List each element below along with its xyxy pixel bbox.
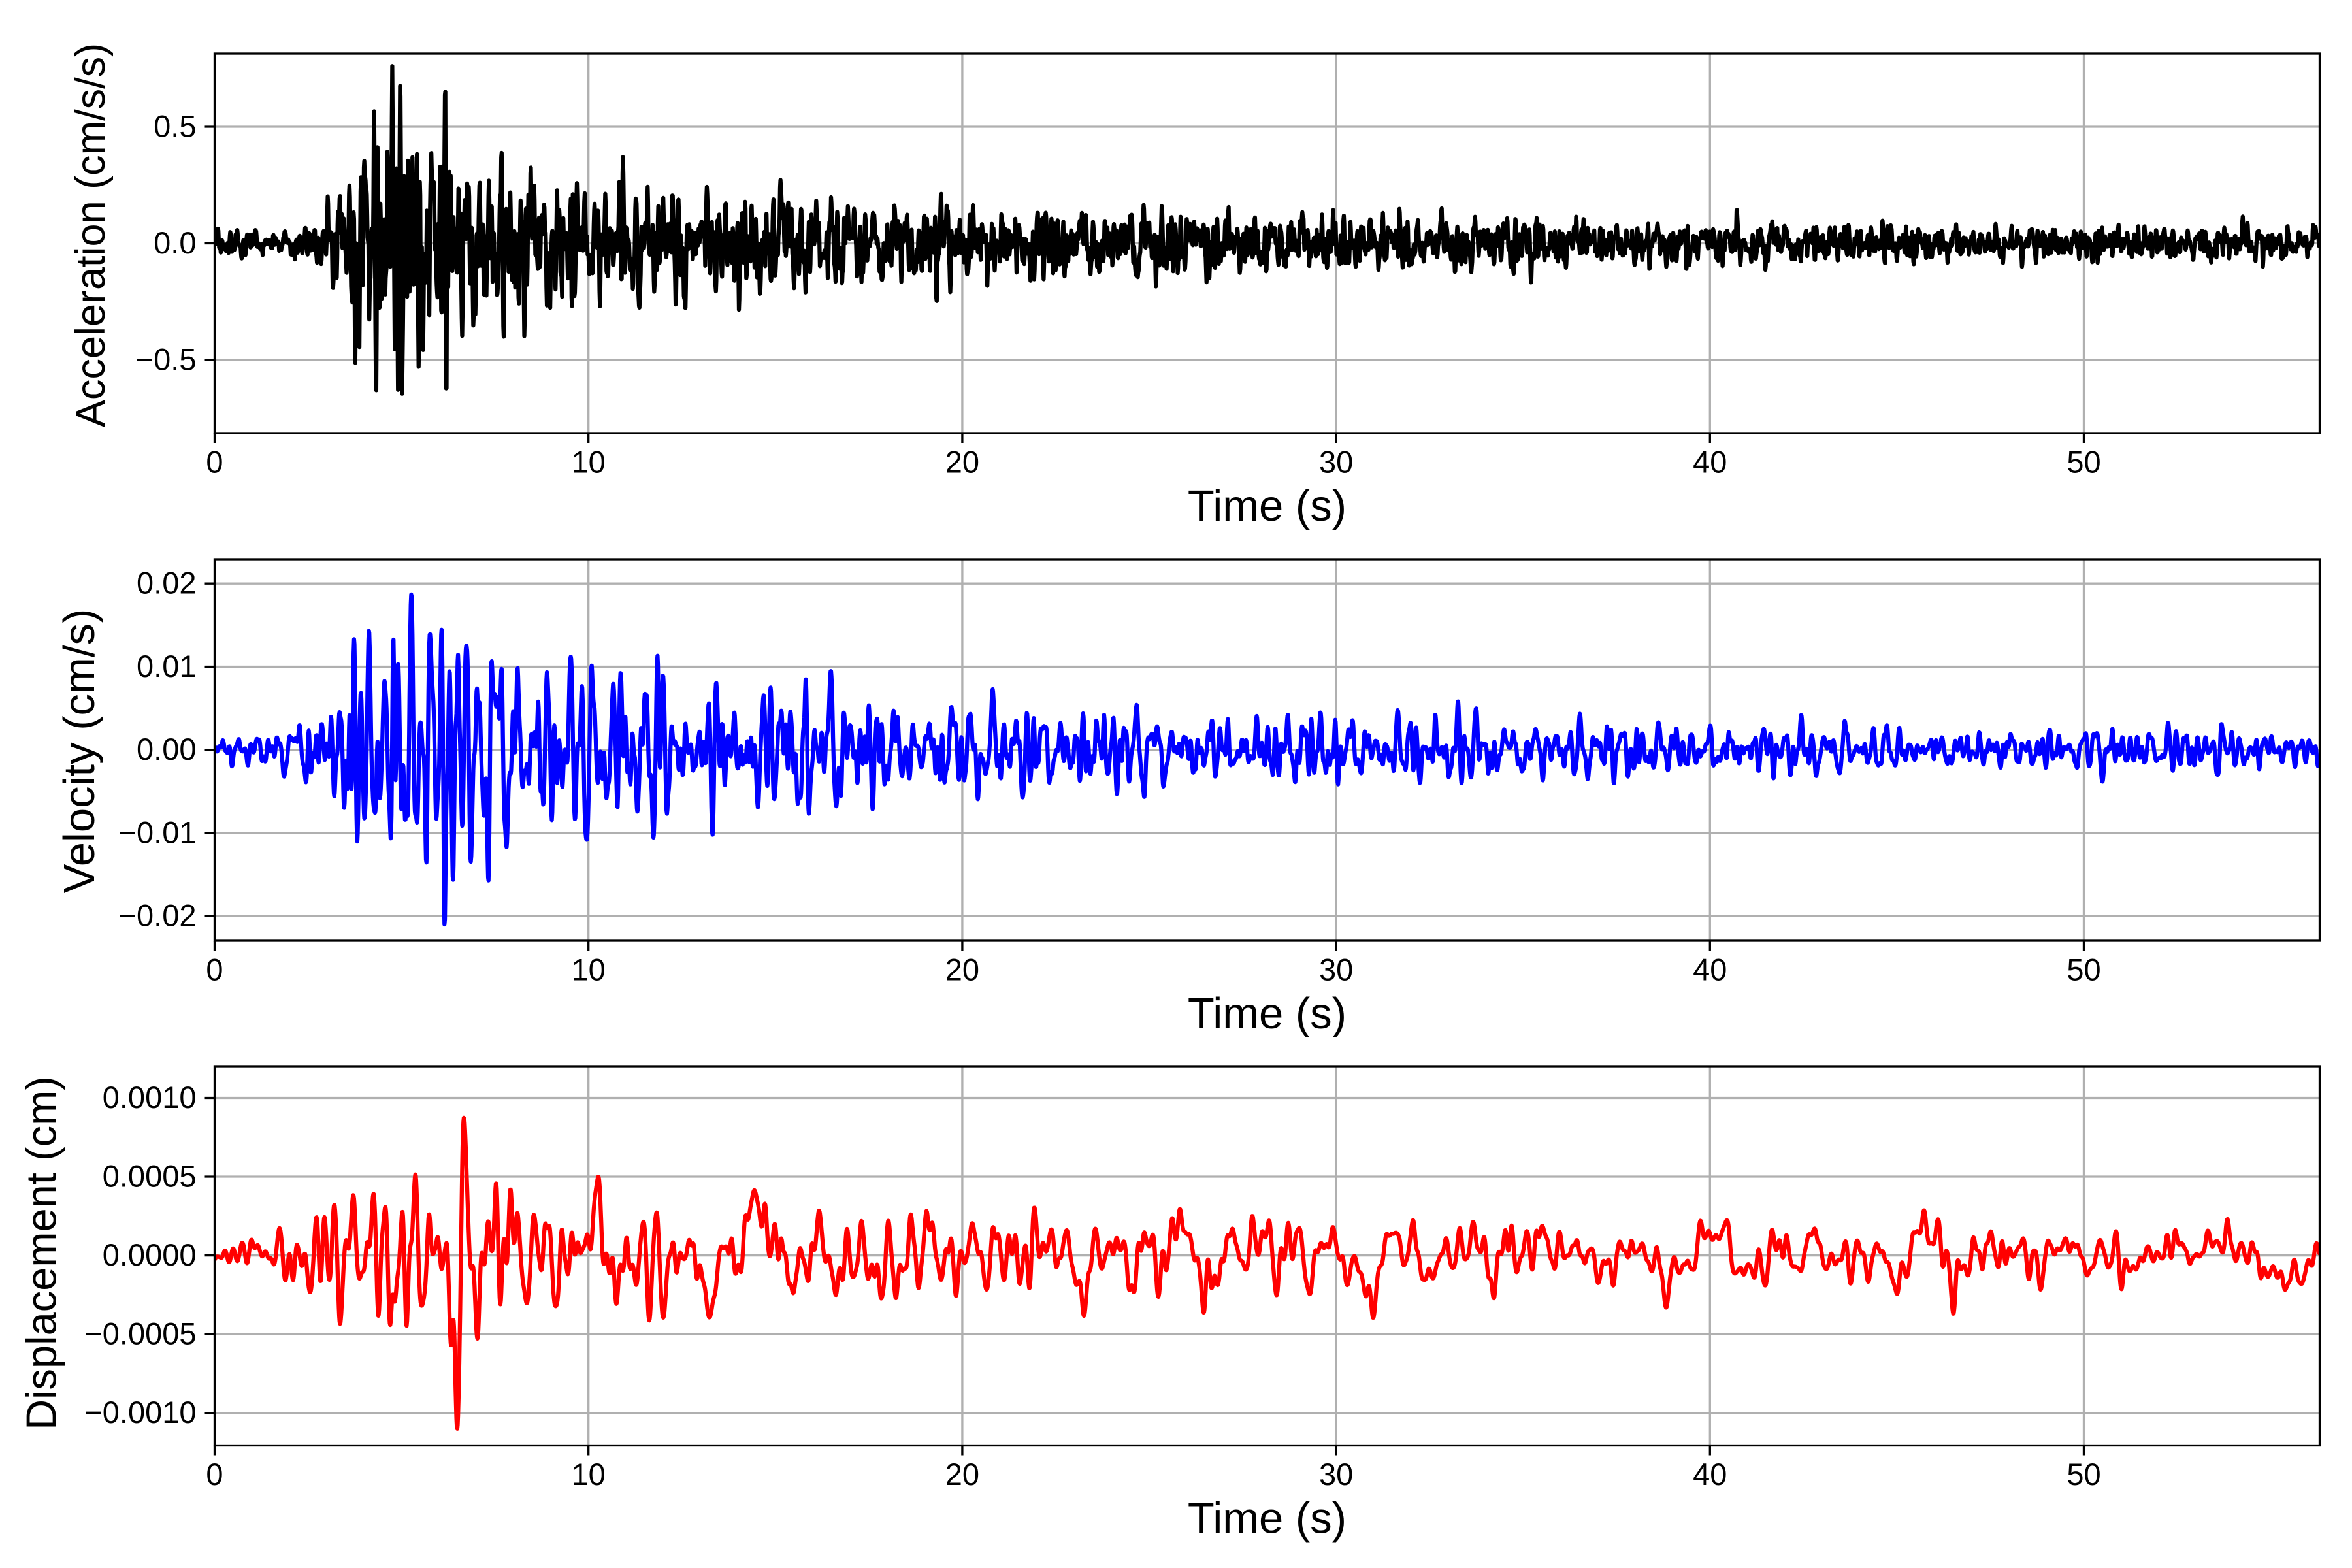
svg-text:50: 50 — [2066, 445, 2100, 480]
svg-text:40: 40 — [1693, 953, 1727, 987]
svg-text:−0.0005: −0.0005 — [84, 1316, 196, 1351]
svg-text:Time (s): Time (s) — [1188, 1494, 1347, 1543]
svg-text:0: 0 — [206, 953, 223, 987]
svg-text:20: 20 — [945, 1457, 979, 1492]
svg-text:10: 10 — [572, 445, 606, 480]
svg-text:0.0010: 0.0010 — [103, 1080, 197, 1115]
svg-text:20: 20 — [945, 445, 979, 480]
svg-text:Velocity (cm/s): Velocity (cm/s) — [55, 609, 104, 894]
svg-text:−0.02: −0.02 — [119, 898, 197, 933]
svg-text:30: 30 — [1319, 953, 1353, 987]
svg-text:Displacement (cm): Displacement (cm) — [18, 1076, 65, 1430]
svg-text:−0.01: −0.01 — [119, 815, 197, 849]
svg-text:40: 40 — [1693, 445, 1727, 480]
svg-text:0.00: 0.00 — [137, 732, 196, 766]
svg-text:0.0000: 0.0000 — [103, 1237, 197, 1272]
svg-text:Acceleration (cm/s/s): Acceleration (cm/s/s) — [68, 43, 114, 427]
svg-text:50: 50 — [2066, 953, 2100, 987]
svg-text:−0.5: −0.5 — [136, 342, 197, 376]
svg-text:0.02: 0.02 — [137, 566, 196, 600]
svg-text:20: 20 — [945, 953, 979, 987]
svg-text:0.0: 0.0 — [154, 225, 196, 260]
svg-text:30: 30 — [1319, 445, 1353, 480]
svg-text:0.5: 0.5 — [154, 108, 196, 143]
svg-text:30: 30 — [1319, 1457, 1353, 1492]
svg-text:−0.0010: −0.0010 — [84, 1395, 196, 1429]
svg-text:0: 0 — [206, 1457, 223, 1492]
svg-text:0.01: 0.01 — [137, 649, 196, 683]
svg-text:50: 50 — [2066, 1457, 2100, 1492]
svg-text:10: 10 — [572, 1457, 606, 1492]
svg-text:0: 0 — [206, 445, 223, 480]
svg-text:0.0005: 0.0005 — [103, 1159, 197, 1194]
svg-text:40: 40 — [1693, 1457, 1727, 1492]
svg-text:Time (s): Time (s) — [1188, 482, 1347, 531]
svg-text:10: 10 — [572, 953, 606, 987]
svg-text:Time (s): Time (s) — [1188, 989, 1347, 1038]
